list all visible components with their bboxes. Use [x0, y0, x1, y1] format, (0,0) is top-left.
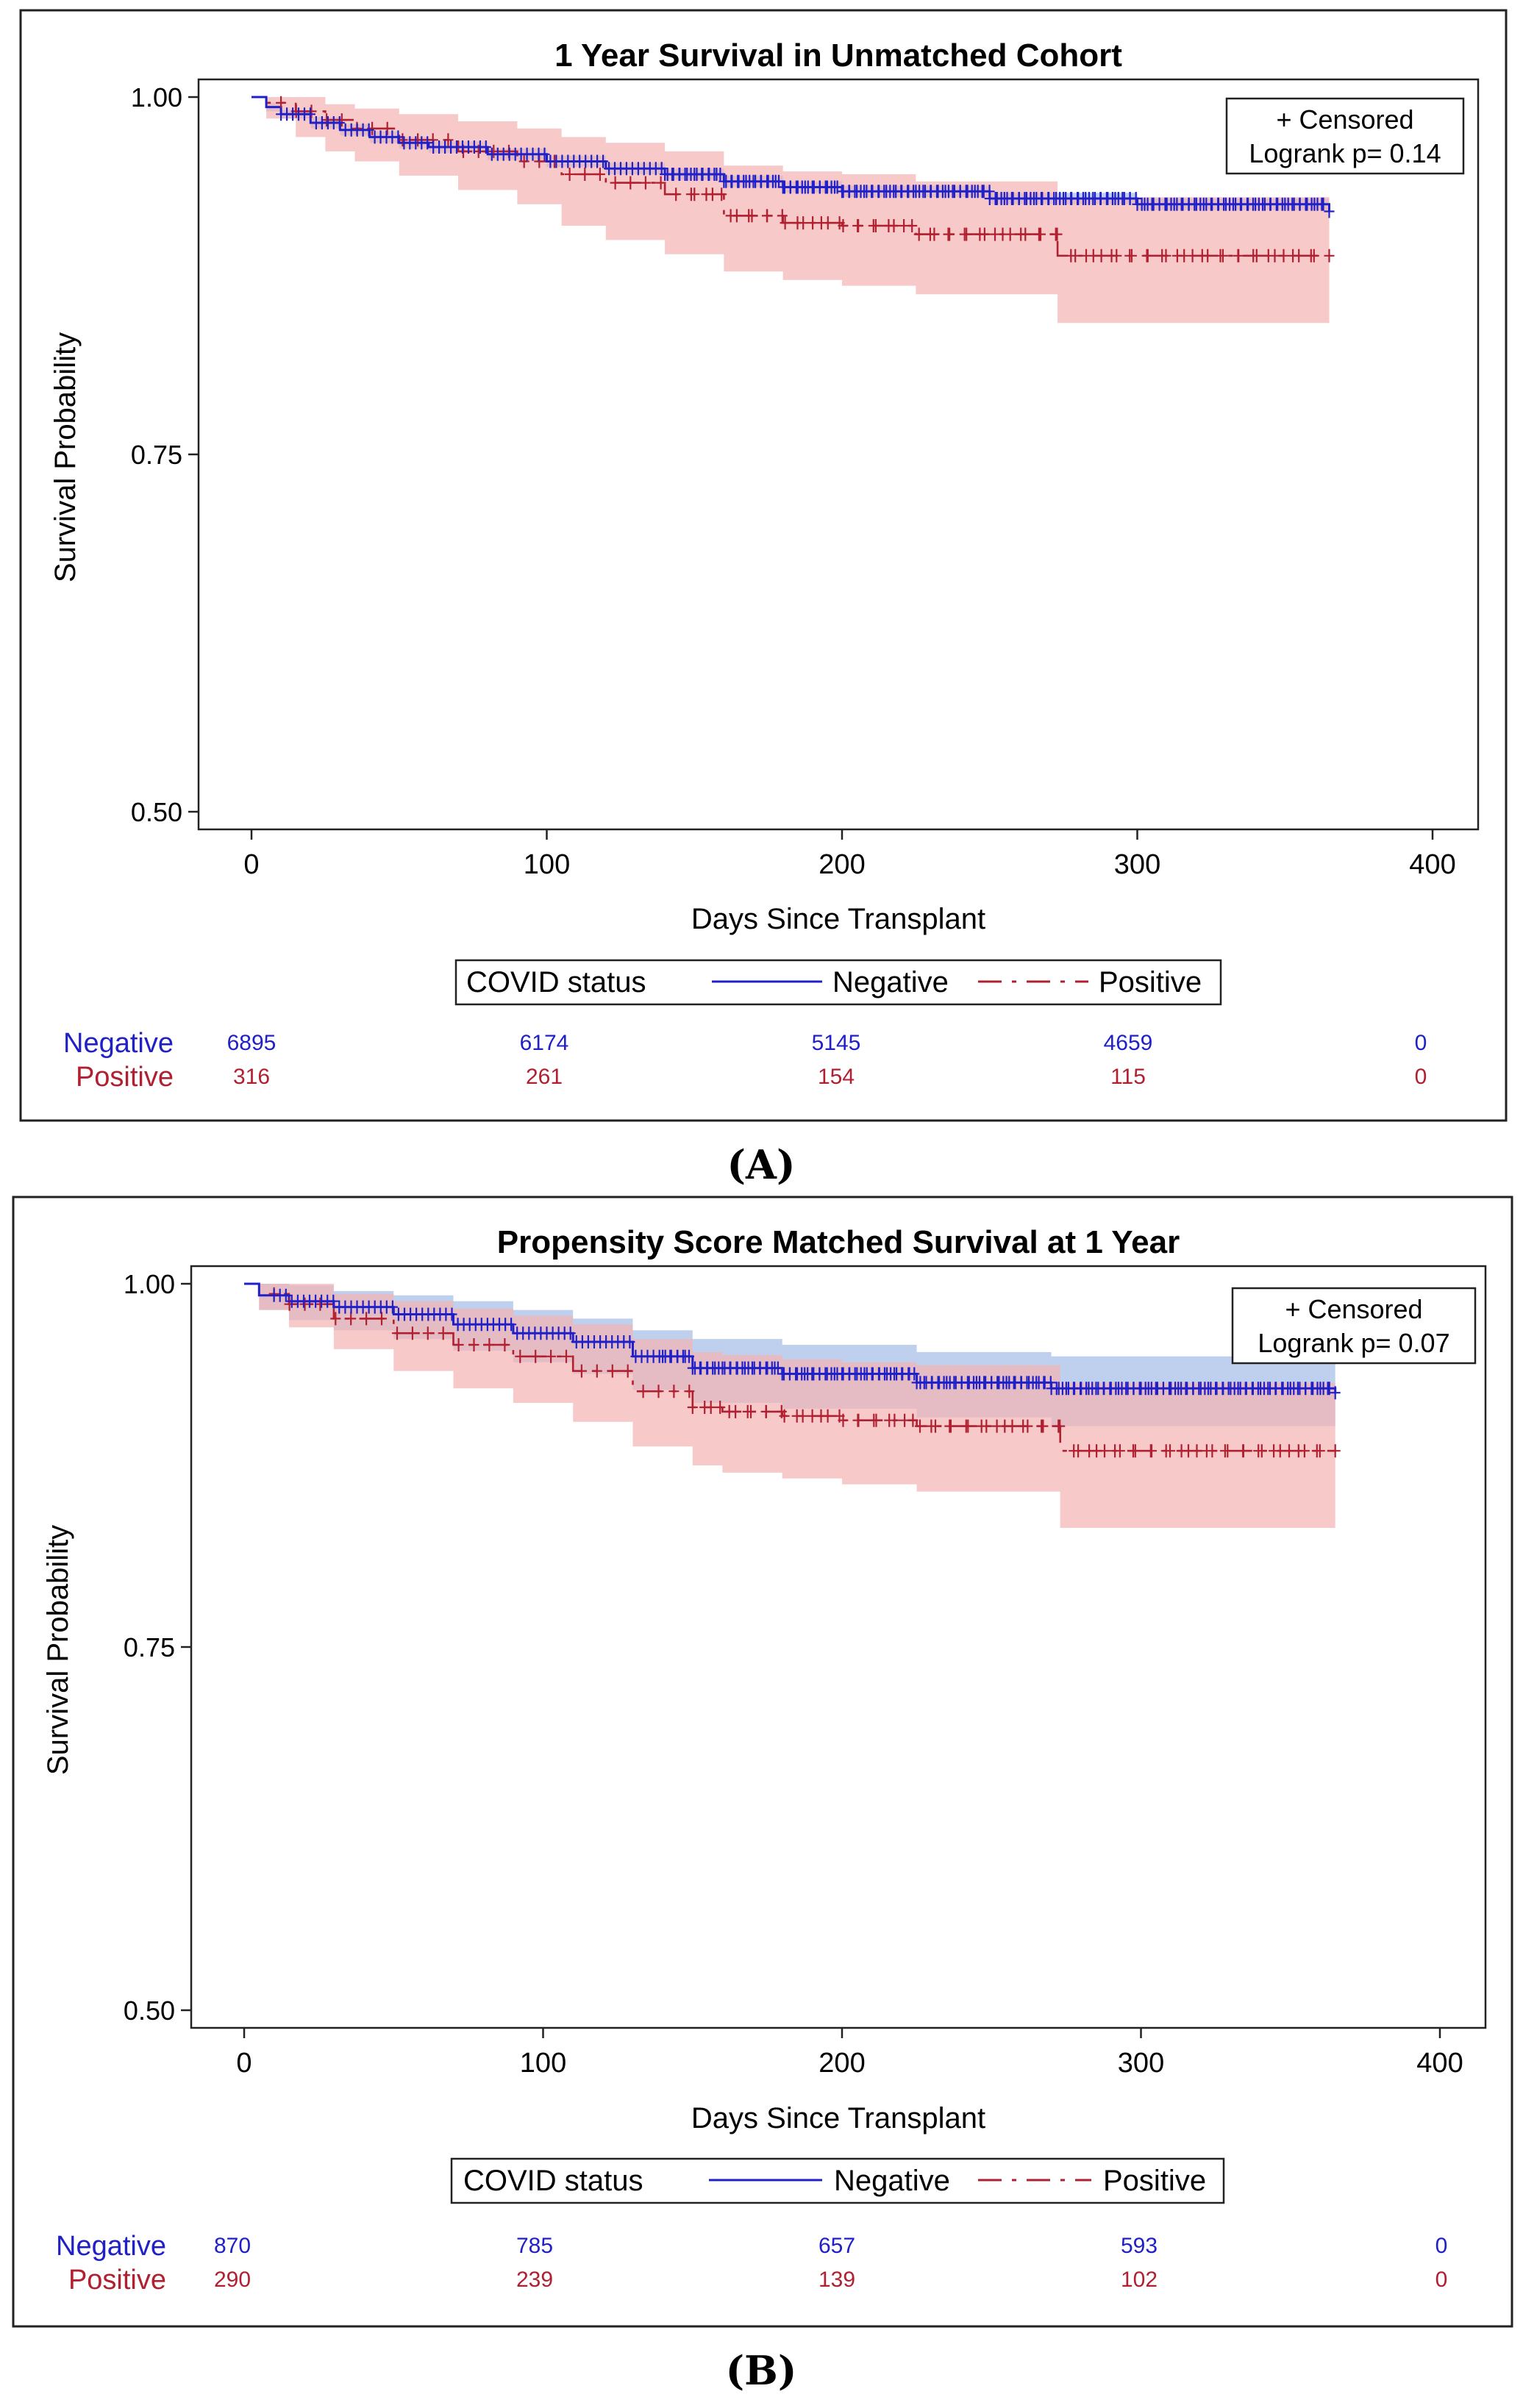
risk-positive-count: 139 — [818, 2268, 855, 2292]
risk-negative-count: 593 — [1121, 2234, 1158, 2258]
x-tick-label: 300 — [1118, 2048, 1164, 2079]
positive-censor-marks — [276, 96, 1335, 262]
inset-box — [1225, 97, 1465, 175]
risk-positive-count: 154 — [818, 1065, 855, 1089]
negative-censor-marks — [268, 1288, 1341, 1400]
negative-censor-marks — [276, 107, 1335, 218]
risk-negative-count: 657 — [818, 2234, 855, 2258]
x-tick-label: 0 — [243, 849, 259, 880]
chart-title: Propensity Score Matched Survival at 1 Y… — [497, 1224, 1180, 1260]
inset-box — [1231, 1287, 1477, 1365]
y-tick-label: 1.00 — [131, 82, 182, 112]
risk-positive-count: 316 — [233, 1065, 270, 1089]
inset-logrank-text: Logrank p= 0.14 — [1249, 138, 1441, 168]
risk-negative-count: 0 — [1435, 2234, 1448, 2258]
y-axis-label: Survival Probability — [49, 332, 82, 582]
y-tick-label: 0.50 — [124, 1996, 175, 2026]
risk-negative-count: 5145 — [812, 1031, 861, 1055]
risk-table: Negative Positive 6895 6174 5145 4659 0 … — [63, 1028, 1427, 1093]
legend-box — [450, 2157, 1225, 2204]
x-axis-label: Days Since Transplant — [691, 903, 985, 935]
risk-row-positive-label: Positive — [68, 2265, 166, 2296]
legend-negative-label: Negative — [834, 2165, 950, 2197]
panel-b: Propensity Score Matched Survival at 1 Y… — [12, 1196, 1513, 2328]
y-axis-label: Survival Probability — [42, 1525, 74, 1775]
legend-box — [454, 959, 1222, 1006]
plot-area: 0.50 0.75 1.00 0 100 200 300 400 — [124, 1265, 1487, 2079]
risk-row-positive-label: Positive — [76, 1062, 174, 1093]
panel-label-b: (B) — [726, 2347, 797, 2394]
legend-title: COVID status — [463, 2165, 643, 2197]
x-tick-label: 100 — [520, 2048, 566, 2079]
legend-positive-label: Positive — [1103, 2165, 1206, 2197]
inset-censored-text: + Censored — [1285, 1294, 1422, 1324]
risk-row-negative-label: Negative — [63, 1028, 174, 1059]
legend-title: COVID status — [466, 966, 646, 998]
legend: COVID status Negative Positive — [454, 959, 1222, 1006]
legend-positive-label: Positive — [1099, 966, 1202, 998]
risk-negative-count: 6895 — [227, 1031, 277, 1055]
risk-positive-count: 0 — [1415, 1065, 1427, 1089]
risk-positive-count: 239 — [516, 2268, 553, 2292]
x-tick-label: 200 — [818, 849, 865, 880]
chart-title: 1 Year Survival in Unmatched Cohort — [554, 37, 1122, 74]
risk-row-negative-label: Negative — [56, 2231, 166, 2262]
risk-positive-count: 115 — [1110, 1065, 1146, 1089]
x-tick-label: 400 — [1416, 2048, 1463, 2079]
risk-positive-count: 102 — [1121, 2268, 1158, 2292]
risk-negative-count: 870 — [214, 2234, 251, 2258]
y-tick-label: 0.50 — [131, 797, 182, 827]
legend: COVID status Negative Positive — [450, 2157, 1225, 2204]
inset-logrank-text: Logrank p= 0.07 — [1258, 1328, 1449, 1358]
risk-negative-count: 0 — [1415, 1031, 1427, 1055]
risk-negative-count: 4659 — [1104, 1031, 1153, 1055]
y-tick-label: 0.75 — [124, 1632, 175, 1662]
risk-negative-count: 6174 — [520, 1031, 569, 1055]
positive-confidence-band — [244, 1284, 1335, 1528]
panel-b-frame — [12, 1196, 1513, 2328]
x-axis-label: Days Since Transplant — [691, 2102, 985, 2134]
panel-a: 1 Year Survival in Unmatched Cohort Surv… — [19, 9, 1508, 1122]
x-tick-label: 200 — [818, 2048, 865, 2079]
panel-a-frame — [19, 9, 1508, 1122]
x-tick-label: 0 — [236, 2048, 252, 2079]
risk-positive-count: 0 — [1435, 2268, 1448, 2292]
risk-table: Negative Positive 870 785 657 593 0 290 … — [56, 2231, 1447, 2296]
risk-positive-count: 290 — [214, 2268, 251, 2292]
legend-negative-label: Negative — [832, 966, 949, 998]
x-tick-label: 400 — [1409, 849, 1455, 880]
risk-negative-count: 785 — [516, 2234, 553, 2258]
x-tick-label: 300 — [1114, 849, 1160, 880]
plot-area: 0.50 0.75 1.00 0 100 200 300 400 — [131, 78, 1480, 880]
inset-censored-text: + Censored — [1276, 104, 1413, 135]
y-tick-label: 0.75 — [131, 440, 182, 470]
panel-label-a: (A) — [727, 1141, 796, 1188]
risk-positive-count: 261 — [526, 1065, 563, 1089]
y-tick-label: 1.00 — [124, 1269, 175, 1299]
x-tick-label: 100 — [524, 849, 570, 880]
